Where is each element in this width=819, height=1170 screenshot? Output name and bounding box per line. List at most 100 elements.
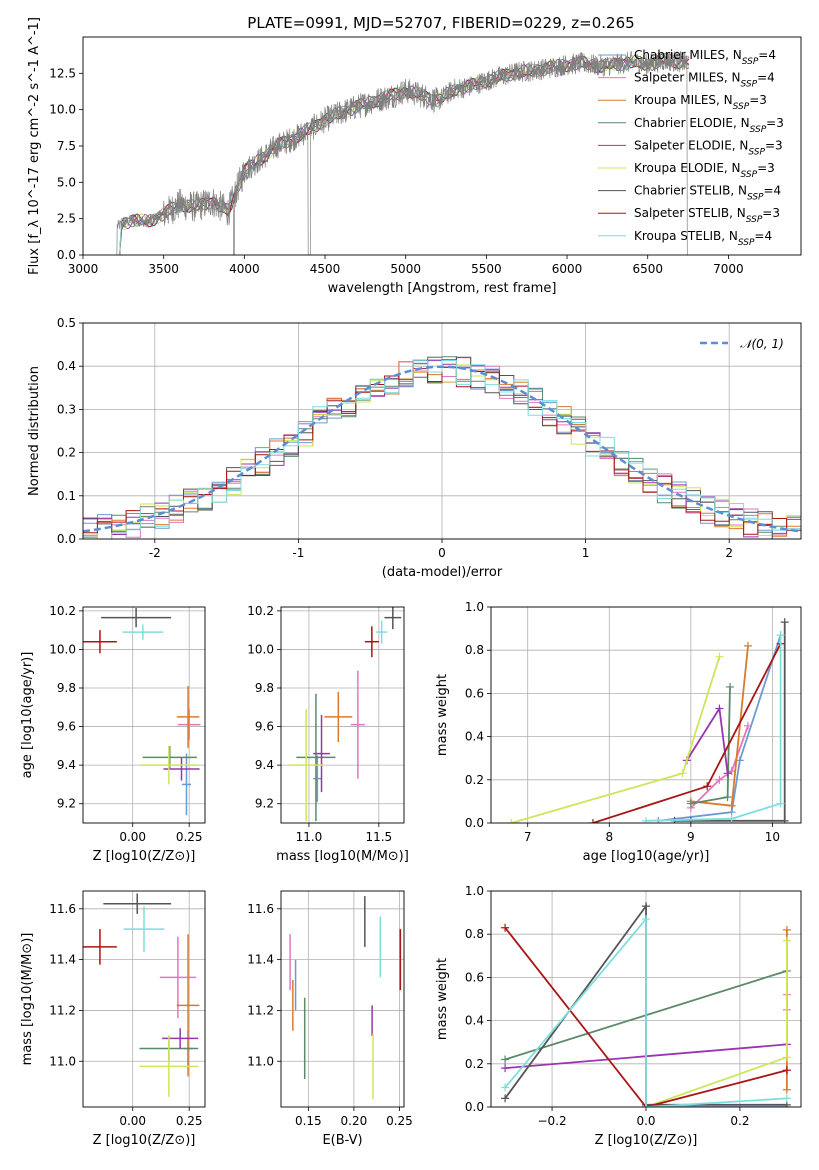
legend-entry: 𝒩(0, 1) [740, 337, 784, 351]
mass-weight-point [776, 631, 785, 640]
mass-weight-point [715, 704, 724, 713]
plot-area [501, 902, 791, 1107]
y-tick-label: 11.6 [247, 902, 274, 916]
mass-weight-line [645, 940, 788, 1107]
plot-area [116, 50, 690, 255]
y-tick-label: 9.2 [57, 797, 76, 811]
panel-spectrum: 3000 3500 4000 4500 5000 5500 6000 6500 7000 0.0 2… [27, 17, 802, 296]
legend-entry: Salpeter STELIB, NSSP=3 [634, 206, 780, 225]
mass-weight-point [642, 902, 650, 911]
mass-weight-point [501, 1083, 510, 1092]
y-tick-label: 10.0 [247, 642, 274, 656]
y-tick-label: 0.2 [465, 1057, 484, 1071]
y-tick-label: 10.0 [49, 103, 76, 117]
mass-weight-line [504, 927, 788, 1107]
y-tick-label: 11.0 [49, 1054, 76, 1068]
axes-frame [82, 322, 802, 540]
legend-entry: Kroupa MILES, NSSP=3 [634, 93, 767, 112]
plot-area [289, 607, 402, 822]
mass-weight-point [507, 819, 516, 823]
x-tick-label: 6000 [552, 262, 583, 276]
y-tick-label: 5.0 [57, 175, 76, 189]
y-tick-label: 0.0 [465, 816, 484, 830]
x-tick-label: 0.25 [176, 830, 203, 844]
mass-weight-point [780, 816, 789, 823]
panel-age_vs_mass: 11.0 11.5 9.2 9.4 9.6 9.8 10.0 10.2 mass [log10(… [247, 604, 409, 864]
y-tick-label: 1.0 [465, 600, 484, 614]
y-tick-label: 12.5 [49, 66, 76, 80]
mass-weight-point [726, 682, 735, 691]
mass-weight-point [723, 793, 732, 802]
mass-weight-point [782, 925, 791, 934]
mass-weight-point [501, 1064, 510, 1073]
figure-title: PLATE=0991, MJD=52707, FIBERID=0229, z=0… [247, 14, 634, 32]
x-tick-label: 11.5 [365, 830, 392, 844]
x-tick-label: 0.00 [119, 1114, 146, 1128]
mass-weight-point [501, 923, 510, 932]
y-tick-label: 0.6 [465, 970, 484, 984]
mass-weight-line [674, 622, 786, 822]
x-tick-label: 0.25 [386, 1114, 413, 1128]
x-tick-label: 11.0 [296, 830, 323, 844]
mass-weight-point [686, 799, 695, 808]
x-axis-label: Z [log10(Z/Z⊙)] [595, 1133, 698, 1148]
y-tick-label: 0.4 [465, 730, 484, 744]
x-tick-label: -2 [149, 546, 161, 560]
y-tick-label: 0.5 [57, 316, 76, 330]
mass-weight-point [686, 816, 695, 823]
y-tick-label: 0.1 [57, 489, 76, 503]
y-tick-label: 0.0 [57, 532, 76, 546]
mass-weight-point [782, 1085, 791, 1094]
y-tick-label: 11.4 [49, 953, 76, 967]
x-tick-label: −0.2 [537, 1114, 566, 1128]
mass-weight-point [642, 816, 650, 823]
legend-entry: Chabrier STELIB, NSSP=4 [634, 184, 781, 203]
y-tick-label: 9.6 [255, 720, 274, 734]
x-tick-label: -1 [292, 546, 304, 560]
residual-histogram [83, 360, 801, 539]
x-axis-label: age [log10(age/yr)] [583, 849, 710, 864]
x-tick-label: 6500 [632, 262, 663, 276]
y-tick-label: 0.0 [57, 248, 76, 262]
y-tick-label: 11.4 [247, 953, 274, 967]
mass-weight-point [588, 819, 597, 823]
mass-weight-point [780, 618, 789, 627]
y-tick-label: 11.2 [49, 1003, 76, 1017]
y-tick-label: 11.2 [247, 1003, 274, 1017]
x-tick-label: 4000 [229, 262, 260, 276]
mass-weight-point [642, 1103, 650, 1107]
axes-frame [82, 36, 802, 256]
mass-weight-point [782, 1066, 791, 1075]
y-tick-label: 10.2 [49, 604, 76, 618]
y-tick-label: 1.0 [465, 884, 484, 898]
x-axis-label: (data-model)/error [382, 565, 503, 580]
y-tick-label: 9.4 [57, 758, 76, 772]
panel-mass_vs_ebv: 0.15 0.20 0.25 11.0 11.2 11.4 11.6 E(B-V) [247, 890, 413, 1148]
x-tick-label: 0.2 [730, 1114, 749, 1128]
x-tick-label: 9 [687, 830, 695, 844]
mass-weight-point [743, 641, 752, 650]
x-tick-label: 2 [725, 546, 733, 560]
plot-area [289, 896, 402, 1100]
mass-weight-point [782, 1053, 791, 1062]
panel-weight_vs_age: 7 8 9 10 0.0 0.2 0.4 0.6 0.8 1.0 age [log10(age/yr… [435, 600, 802, 864]
x-axis-label: Z [log10(Z/Z⊙)] [93, 849, 196, 864]
axes-frame [280, 606, 405, 824]
panel-residuals: -2 -1 0 1 2 0.0 0.1 0.2 0.3 0.4 0.5 (data-model)/er… [27, 316, 802, 580]
legend-entry: Chabrier ELODIE, NSSP=3 [634, 116, 784, 135]
x-tick-label: 0.0 [636, 1114, 655, 1128]
x-tick-label: 0.15 [295, 1114, 322, 1128]
plot-area [507, 618, 789, 823]
y-tick-label: 0.3 [57, 402, 76, 416]
legend-entry: Salpeter MILES, NSSP=4 [634, 71, 775, 90]
y-tick-label: 11.6 [49, 902, 76, 916]
y-tick-label: 9.4 [255, 758, 274, 772]
legend-entry: Kroupa ELODIE, NSSP=3 [634, 161, 775, 180]
x-tick-label: 7000 [713, 262, 744, 276]
mass-weight-point [703, 782, 712, 791]
axes-frame [280, 890, 405, 1108]
x-tick-label: 3000 [68, 262, 99, 276]
residual-histogram [83, 356, 801, 538]
y-tick-label: 0.2 [465, 773, 484, 787]
